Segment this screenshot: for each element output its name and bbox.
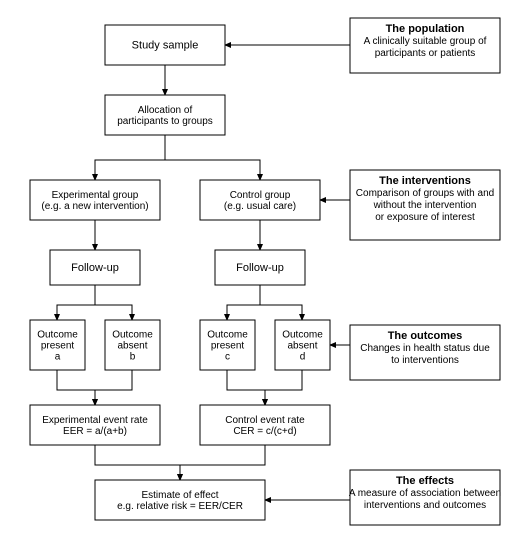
node-fu_right: Follow-up <box>215 250 305 285</box>
node-out_d-label: Outcome <box>282 329 323 340</box>
arrow <box>227 285 260 320</box>
annotation-interv-body: Comparison of groups with and <box>356 188 494 199</box>
node-out_b-label: Outcome <box>112 329 153 340</box>
annotation-outc: The outcomesChanges in health status due… <box>350 325 500 380</box>
node-study-label: Study sample <box>132 40 199 52</box>
node-out_b-label: absent <box>117 340 147 351</box>
node-out_b-label: b <box>130 351 136 362</box>
node-fu_right-label: Follow-up <box>236 262 284 274</box>
arrow <box>95 285 132 320</box>
flowchart: Study sample Allocation ofparticipants to… <box>0 0 511 544</box>
arrow <box>227 370 265 405</box>
annotation-interv-title: The interventions <box>379 175 471 187</box>
node-eer-label: EER = a/(a+b) <box>63 426 127 437</box>
node-out_a-label: a <box>55 351 61 362</box>
arrow <box>165 135 260 180</box>
node-alloc: Allocation ofparticipants to groups <box>105 95 225 135</box>
node-out_d: Outcomeabsentd <box>275 320 330 370</box>
annotation-interv: The interventionsComparison of groups wi… <box>350 170 500 240</box>
node-cer-label: CER = c/(c+d) <box>233 426 296 437</box>
node-eer: Experimental event rateEER = a/(a+b) <box>30 405 160 445</box>
arrow <box>95 445 180 480</box>
node-ctrl_group-label: (e.g. usual care) <box>224 201 296 212</box>
node-out_d-label: absent <box>287 340 317 351</box>
annotation-outc-body: to interventions <box>391 355 459 366</box>
node-out_c-label: Outcome <box>207 329 248 340</box>
node-ctrl_group-label: Control group <box>230 190 291 201</box>
node-out_d-label: d <box>300 351 306 362</box>
node-fu_left-label: Follow-up <box>71 262 119 274</box>
node-ctrl_group: Control group(e.g. usual care) <box>200 180 320 220</box>
node-effect-label: Estimate of effect <box>141 490 218 501</box>
node-out_b: Outcomeabsentb <box>105 320 160 370</box>
arrow <box>265 370 302 405</box>
annotation-pop-title: The population <box>386 23 465 35</box>
node-eer-label: Experimental event rate <box>42 415 148 426</box>
annotation-pop-body: participants or patients <box>375 48 476 59</box>
node-alloc-label: Allocation of <box>138 105 193 116</box>
annotation-outc-body: Changes in health status due <box>360 343 490 354</box>
annotation-pop: The populationA clinically suitable grou… <box>350 18 500 73</box>
node-effect-label: e.g. relative risk = EER/CER <box>117 501 243 512</box>
annotation-eff-body: interventions and outcomes <box>364 500 486 511</box>
node-fu_left: Follow-up <box>50 250 140 285</box>
node-cer: Control event rateCER = c/(c+d) <box>200 405 330 445</box>
arrow <box>57 370 95 405</box>
node-effect: Estimate of effecte.g. relative risk = E… <box>95 480 265 520</box>
node-out_c-label: present <box>211 340 245 351</box>
arrow <box>260 285 302 320</box>
annotation-interv-body: without the intervention <box>373 200 477 211</box>
node-out_a-label: present <box>41 340 75 351</box>
node-exp_group-label: Experimental group <box>52 190 139 201</box>
node-out_a: Outcomepresenta <box>30 320 85 370</box>
node-study: Study sample <box>105 25 225 65</box>
annotation-eff-body: A measure of association between <box>349 488 501 499</box>
node-cer-label: Control event rate <box>225 415 305 426</box>
arrow <box>95 370 132 405</box>
annotation-pop-body: A clinically suitable group of <box>364 36 487 47</box>
arrow <box>57 285 95 320</box>
node-exp_group-label: (e.g. a new intervention) <box>41 201 148 212</box>
node-out_c: Outcomepresentc <box>200 320 255 370</box>
arrow <box>180 445 265 480</box>
arrow <box>95 135 165 180</box>
node-exp_group: Experimental group(e.g. a new interventi… <box>30 180 160 220</box>
node-out_c-label: c <box>225 351 230 362</box>
annotation-eff-title: The effects <box>396 475 454 487</box>
node-out_a-label: Outcome <box>37 329 78 340</box>
annotation-outc-title: The outcomes <box>388 330 463 342</box>
node-alloc-label: participants to groups <box>117 116 213 127</box>
annotation-eff: The effectsA measure of association betw… <box>349 470 501 525</box>
annotation-interv-body: or exposure of interest <box>375 212 475 223</box>
